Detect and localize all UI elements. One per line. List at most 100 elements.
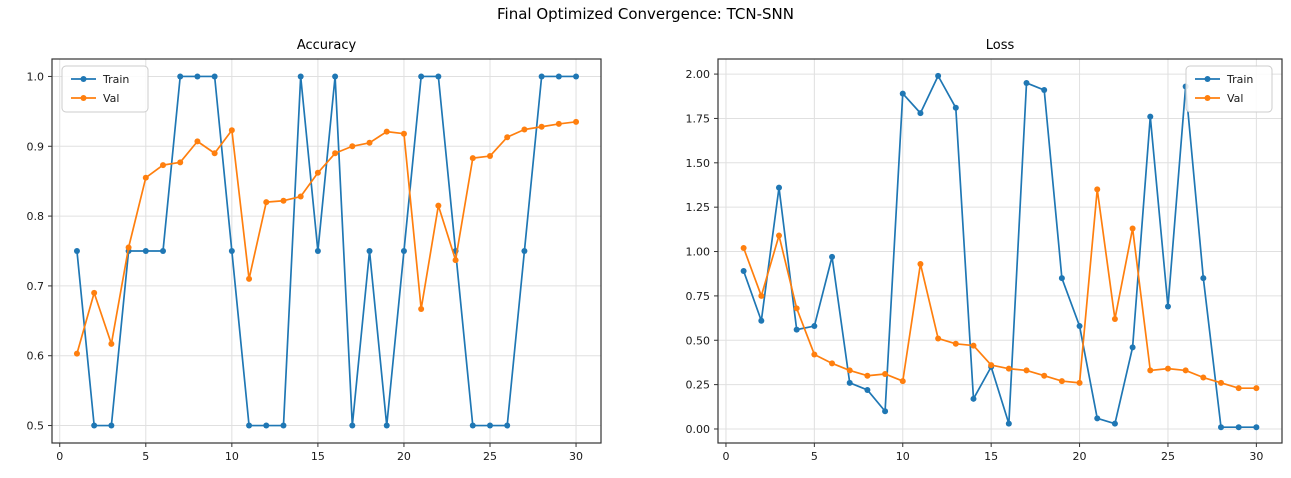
data-point-marker [811,323,818,330]
data-point-marker [1164,303,1171,310]
data-point-marker [555,73,562,80]
figure-suptitle: Final Optimized Convergence: TCN-SNN [497,5,794,23]
data-point-marker [1235,385,1242,392]
data-point-marker [1182,367,1189,374]
data-point-marker [160,248,167,254]
data-point-marker [452,257,459,264]
data-point-marker [418,305,425,312]
data-point-marker [91,422,98,429]
y-tick-label: 1.25 [686,201,711,214]
x-tick-label: 5 [811,450,818,463]
data-point-marker [400,130,407,137]
data-point-marker [1253,385,1260,392]
x-tick-label: 0 [56,450,63,463]
y-tick-label: 1.00 [686,246,711,259]
series-line [742,188,1257,390]
data-point-marker [555,120,562,127]
data-point-marker [811,351,818,358]
data-point-marker [1129,225,1136,232]
data-point-marker [1111,315,1118,322]
data-point-marker [366,139,373,146]
grid-lines [718,59,1282,443]
data-point-marker [177,159,184,166]
y-tick-label: 0.7 [27,280,45,293]
data-point-marker [988,362,995,369]
y-tick-label: 1.50 [686,157,711,170]
legend-marker-sample [1204,76,1211,82]
legend-label: Train [102,73,129,86]
x-tick-label: 0 [722,450,729,463]
data-point-marker [829,360,836,367]
data-point-marker [917,110,924,117]
data-point-marker [1129,344,1136,351]
data-point-marker [970,395,977,402]
data-point-marker [194,73,201,80]
axes-frame [717,58,1283,444]
data-point-marker [740,244,747,251]
data-point-marker [864,372,871,379]
data-point-marker [400,248,407,254]
axis-ticks [48,75,577,447]
data-point-marker [142,248,149,254]
legend-marker-sample [80,95,87,101]
data-point-marker [280,197,287,204]
data-point-marker [263,422,270,429]
series-line [76,120,577,354]
data-point-marker [1094,186,1101,193]
y-tick-label: 1.0 [27,70,45,83]
x-tick-label: 30 [569,450,583,463]
data-point-marker [297,193,304,200]
data-point-marker [435,202,442,209]
x-tick-label: 15 [984,450,998,463]
x-tick-label: 30 [1249,450,1263,463]
data-point-marker [793,305,800,312]
data-point-marker [73,248,80,254]
x-tick-label: 5 [142,450,149,463]
data-point-marker [775,232,782,239]
data-point-marker [538,123,545,130]
data-point-marker [418,73,425,80]
x-tick-label: 25 [483,450,497,463]
y-tick-label: 1.75 [686,112,711,125]
data-point-marker [882,370,889,377]
legend: Train Val [61,65,149,113]
legend: Train Val [1185,65,1273,113]
data-point-marker [435,73,442,80]
data-point-marker [91,289,98,296]
data-point-marker [846,367,853,374]
data-point-marker [1111,420,1118,427]
data-point-marker [1094,415,1101,422]
data-point-marker [160,162,167,169]
data-point-marker [1200,374,1207,381]
data-point-marker [504,422,511,429]
data-point-marker [228,248,235,254]
y-tick-label: 0.50 [686,334,711,347]
data-point-marker [793,326,800,333]
data-point-marker [740,268,747,275]
data-point-marker [1058,378,1065,385]
data-point-marker [758,317,765,324]
data-point-marker [952,104,959,111]
data-point-marker [935,335,942,342]
data-point-marker [1164,365,1171,372]
data-point-marker [211,73,218,80]
data-point-marker [952,340,959,347]
data-point-marker [383,422,390,429]
data-point-marker [538,73,545,80]
data-point-marker [108,422,115,429]
y-tick-label: 0.75 [686,290,711,303]
legend-label: Train [1226,73,1253,86]
x-tick-label: 20 [1073,450,1087,463]
legend-label: Val [1227,92,1243,105]
data-point-marker [829,253,836,260]
data-point-marker [486,422,493,429]
data-point-marker [194,138,201,145]
tick-labels: 0 5 10 15 20 25 30 0.00 0.25 0.50 0.75 1.00 1.25 1.50… [686,68,1264,463]
y-tick-label: 0.9 [27,140,45,153]
data-point-marker [970,342,977,349]
data-point-marker [349,422,356,429]
data-point-marker [228,127,235,134]
